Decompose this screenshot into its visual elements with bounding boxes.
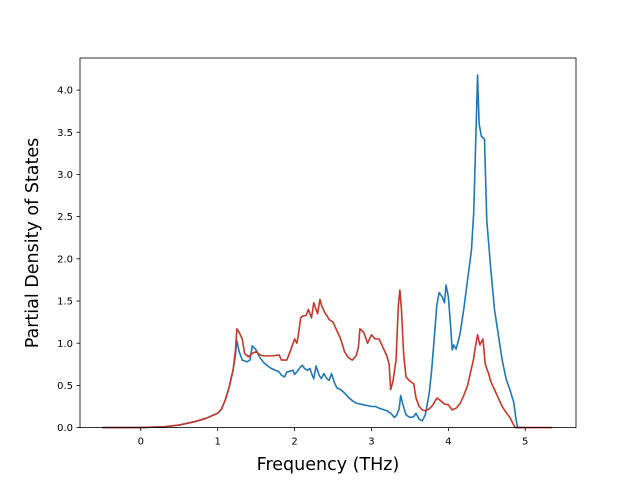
y-tick-label: 0.5 — [57, 381, 73, 392]
y-tick-label: 3.5 — [57, 128, 73, 139]
x-tick-label: 0 — [138, 437, 144, 448]
x-tick-label: 3 — [368, 437, 374, 448]
x-axis-label: Frequency (THz) — [257, 455, 400, 475]
y-tick-label: 4.0 — [57, 86, 73, 97]
series-layer — [102, 74, 553, 429]
x-tick-label: 4 — [445, 437, 451, 448]
y-tick-label: 1.5 — [57, 297, 73, 308]
y-axis-label: Partial Density of States — [23, 138, 43, 349]
x-axis-ticks: 0 1 2 3 4 5 — [138, 427, 528, 448]
x-tick-label: 5 — [522, 437, 528, 448]
y-tick-label: 1.0 — [57, 339, 73, 350]
x-tick-label: 1 — [214, 437, 220, 448]
y-tick-label: 2.5 — [57, 212, 73, 223]
y-axis-ticks: 0.0 0.5 1.0 1.5 2.0 2.5 3.0 3.5 4.0 — [57, 86, 80, 434]
x-tick-label: 2 — [291, 437, 297, 448]
y-tick-label: 0.0 — [57, 423, 73, 434]
series-line-1 — [102, 74, 526, 429]
y-tick-label: 3.0 — [57, 170, 73, 181]
series-line-2 — [102, 289, 553, 429]
plot-frame — [79, 57, 577, 429]
y-tick-label: 2.0 — [57, 254, 73, 265]
